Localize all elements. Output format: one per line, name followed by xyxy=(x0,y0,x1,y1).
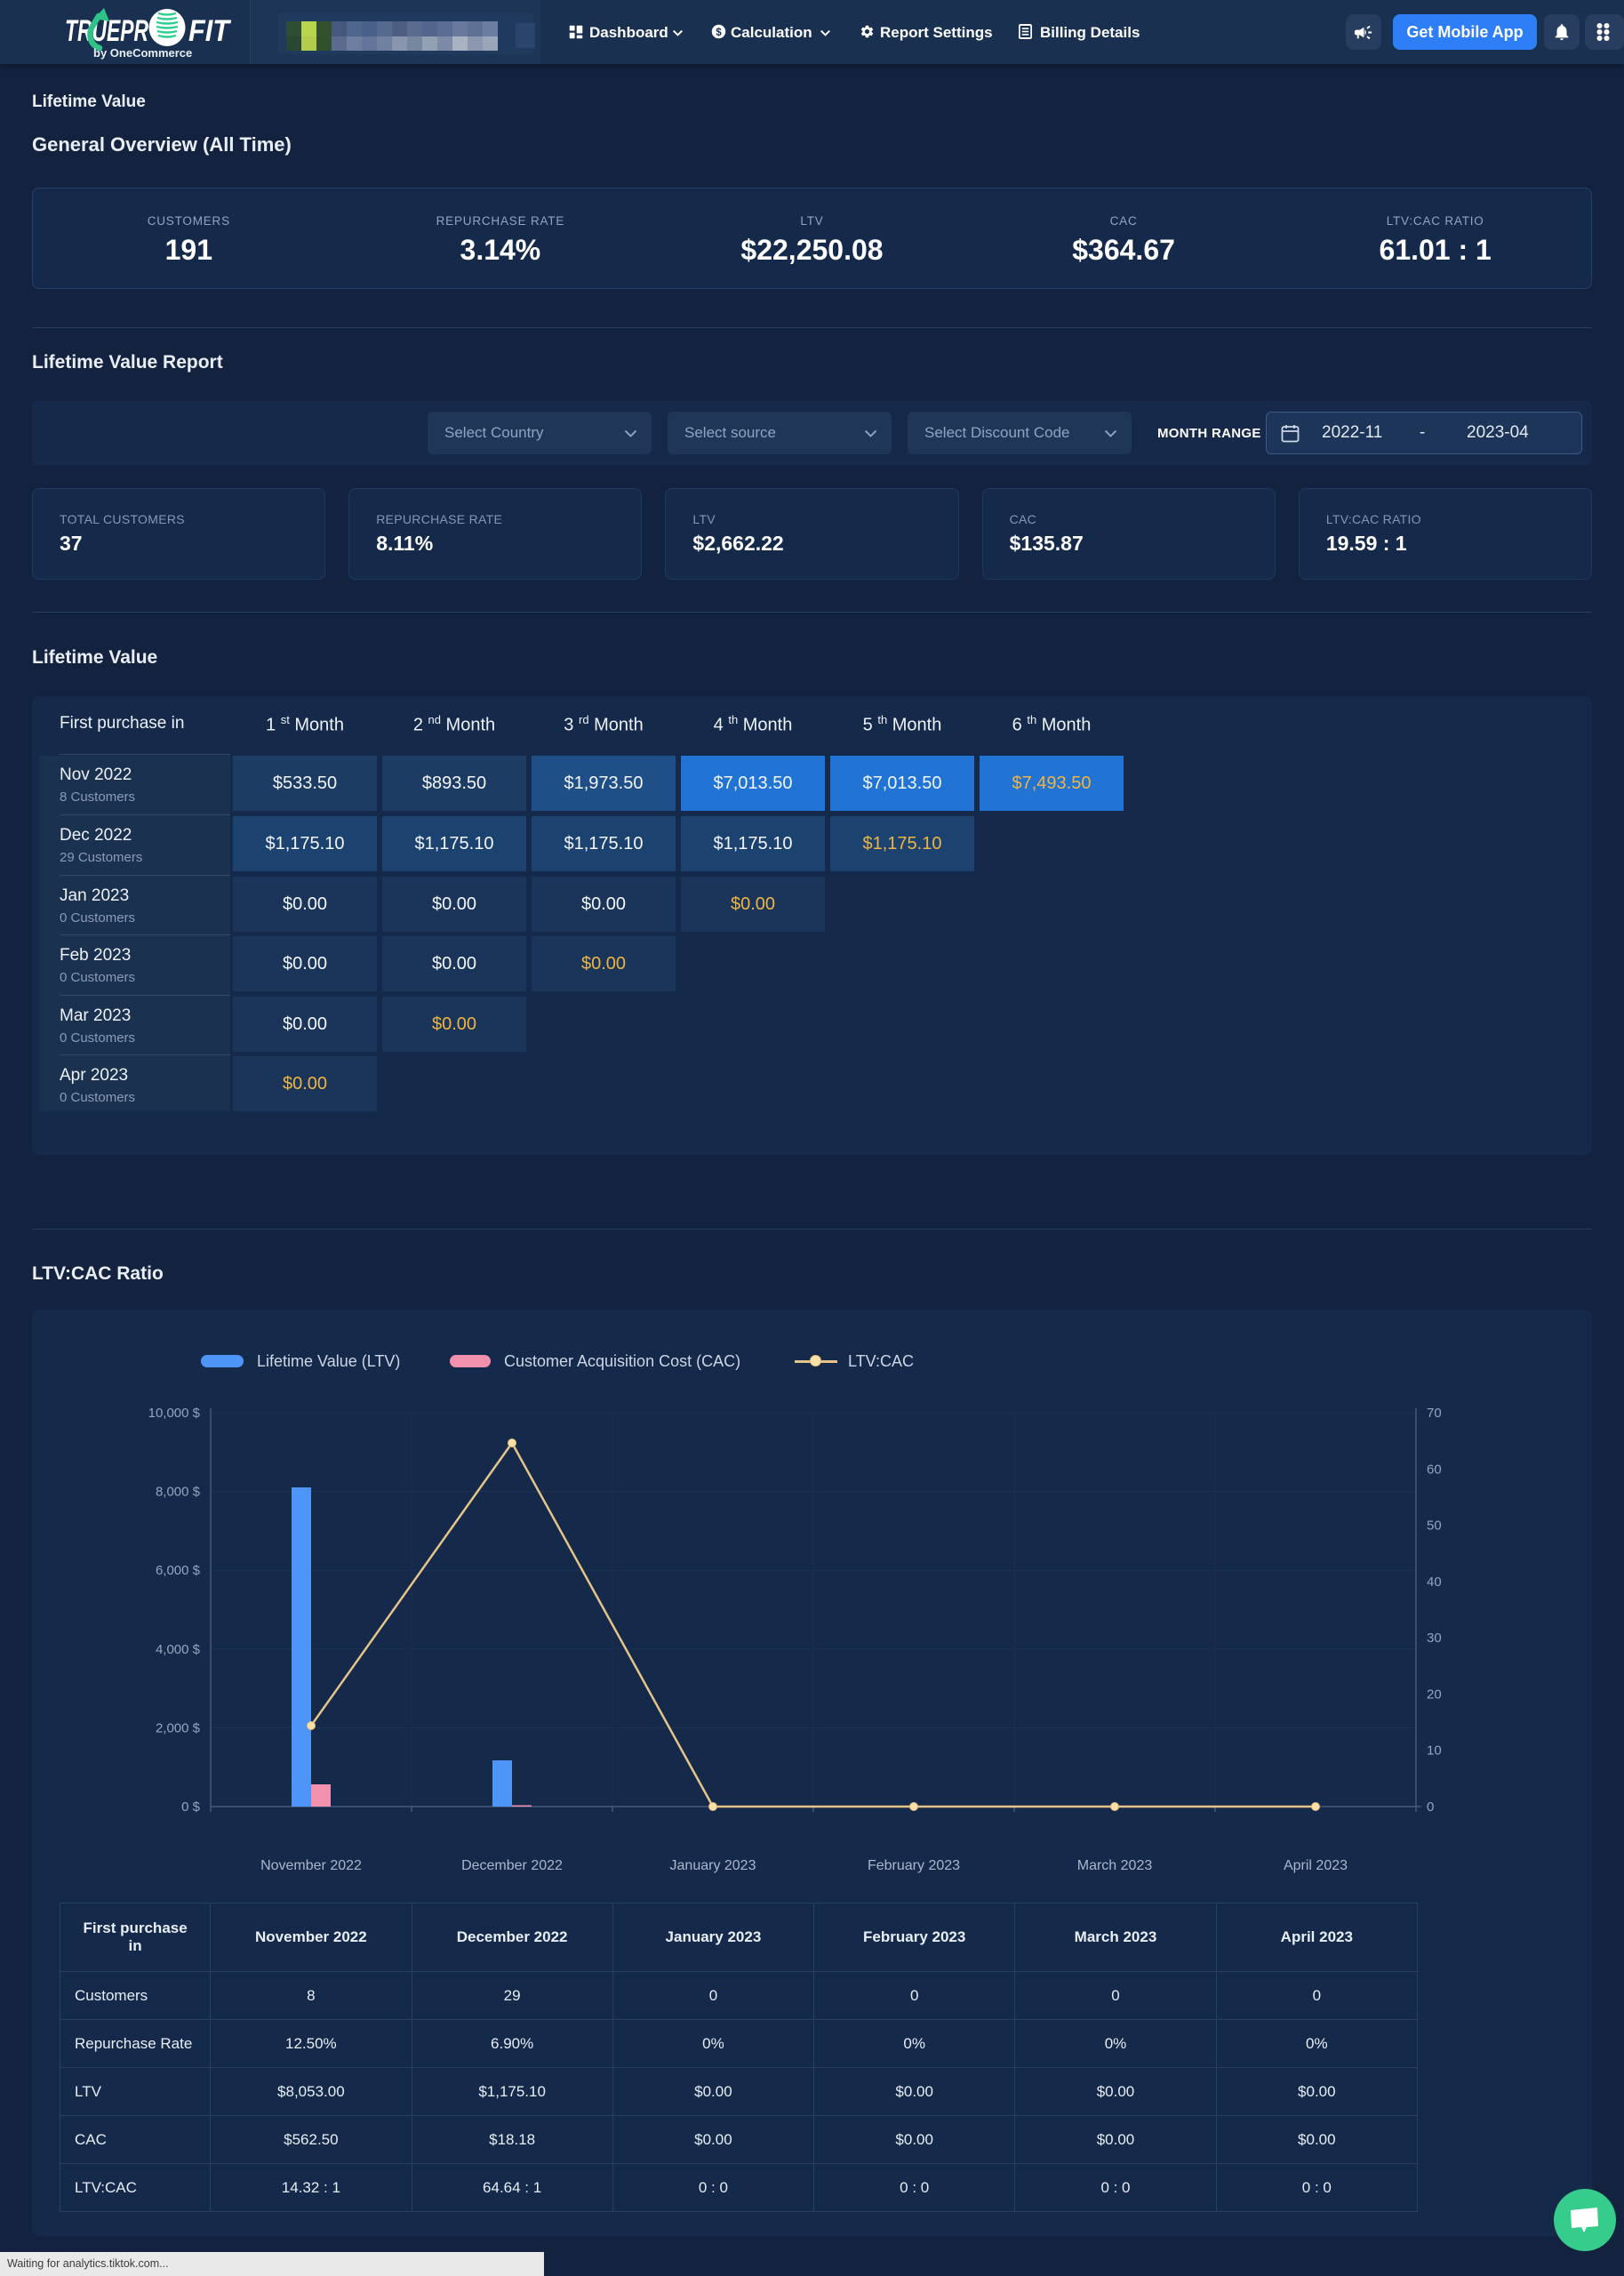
svg-text:50: 50 xyxy=(1427,1519,1442,1534)
svg-text:2,000 $: 2,000 $ xyxy=(156,1720,201,1735)
svg-text:April 2023: April 2023 xyxy=(1284,1858,1348,1873)
svg-text:70: 70 xyxy=(1427,1406,1442,1421)
svg-text:January 2023: January 2023 xyxy=(670,1858,756,1873)
svg-text:10: 10 xyxy=(1427,1743,1442,1759)
svg-text:40: 40 xyxy=(1427,1575,1442,1590)
svg-text:March 2023: March 2023 xyxy=(1077,1858,1153,1873)
svg-text:0: 0 xyxy=(1427,1799,1434,1815)
svg-text:4,000 $: 4,000 $ xyxy=(156,1642,201,1657)
svg-text:$: $ xyxy=(716,28,722,38)
svg-text:6,000 $: 6,000 $ xyxy=(156,1563,201,1578)
svg-text:0 $: 0 $ xyxy=(181,1799,201,1815)
svg-text:8,000 $: 8,000 $ xyxy=(156,1485,201,1500)
svg-text:20: 20 xyxy=(1427,1687,1442,1702)
svg-text:10,000 $: 10,000 $ xyxy=(148,1406,201,1421)
svg-text:by OneCommerce: by OneCommerce xyxy=(93,46,192,60)
svg-text:FIT: FIT xyxy=(188,14,232,48)
svg-text:February 2023: February 2023 xyxy=(868,1858,960,1873)
svg-text:November 2022: November 2022 xyxy=(260,1858,362,1873)
svg-text:60: 60 xyxy=(1427,1462,1442,1477)
svg-text:December 2022: December 2022 xyxy=(461,1858,563,1873)
svg-text:30: 30 xyxy=(1427,1631,1442,1646)
